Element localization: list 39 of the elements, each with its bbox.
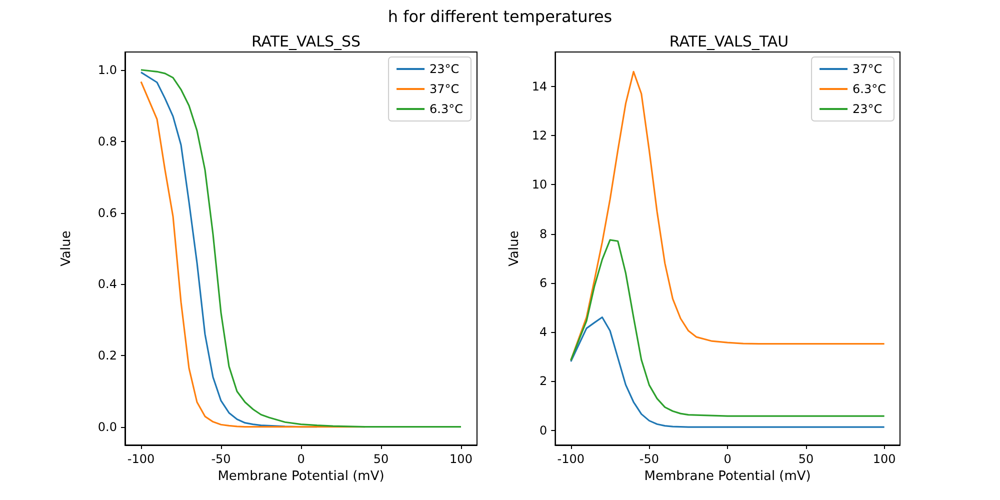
y-tick-label: 10 — [532, 178, 548, 192]
y-tick-label: 2 — [540, 374, 548, 388]
legend-label: 37°C — [852, 62, 882, 76]
y-axis-title: Value — [59, 230, 74, 266]
legend-label: 23°C — [430, 62, 460, 76]
legend-label: 6.3°C — [430, 102, 464, 116]
y-tick-label: 14 — [532, 79, 548, 94]
x-axis-title: Membrane Potential (mV) — [218, 468, 384, 484]
x-tick-label: 100 — [872, 452, 896, 466]
y-axis-title: Value — [507, 230, 522, 266]
y-tick-label: 0 — [540, 423, 548, 438]
y-tick-label: 0.2 — [98, 348, 117, 363]
y-tick-label: 1.0 — [98, 62, 117, 77]
x-tick-label: -100 — [127, 452, 155, 466]
x-tick-label: -50 — [211, 452, 231, 466]
y-tick-label: 8 — [540, 226, 548, 241]
y-tick-label: 4 — [540, 325, 548, 340]
legend-label: 6.3°C — [852, 82, 886, 96]
x-tick-label: 0 — [724, 452, 732, 466]
line-series — [570, 316, 886, 428]
x-tick-label: 100 — [450, 452, 472, 466]
x-tick-label: -50 — [639, 452, 660, 466]
text: h for different temperatures — [386, 7, 614, 26]
y-tick-label: 0.6 — [98, 206, 117, 220]
line-series — [570, 239, 886, 417]
x-tick-label: 50 — [798, 452, 814, 466]
x-tick-label: -100 — [557, 452, 584, 466]
y-tick-label: 0.0 — [98, 420, 117, 434]
chart-title: RATE_VALS_TAU — [669, 32, 789, 50]
y-tick-label: 0.4 — [98, 277, 117, 292]
x-axis-title: Membrane Potential (mV) — [644, 468, 811, 484]
y-tick-label: 12 — [532, 128, 548, 143]
chart-title: RATE_VALS_SS — [251, 32, 361, 50]
x-tick-label: 50 — [373, 452, 389, 466]
legend-label: 37°C — [430, 82, 460, 96]
legend-label: 23°C — [852, 102, 882, 116]
x-tick-label: 0 — [297, 452, 305, 466]
y-tick-label: 6 — [540, 276, 548, 290]
y-tick-label: 0.8 — [98, 134, 117, 148]
